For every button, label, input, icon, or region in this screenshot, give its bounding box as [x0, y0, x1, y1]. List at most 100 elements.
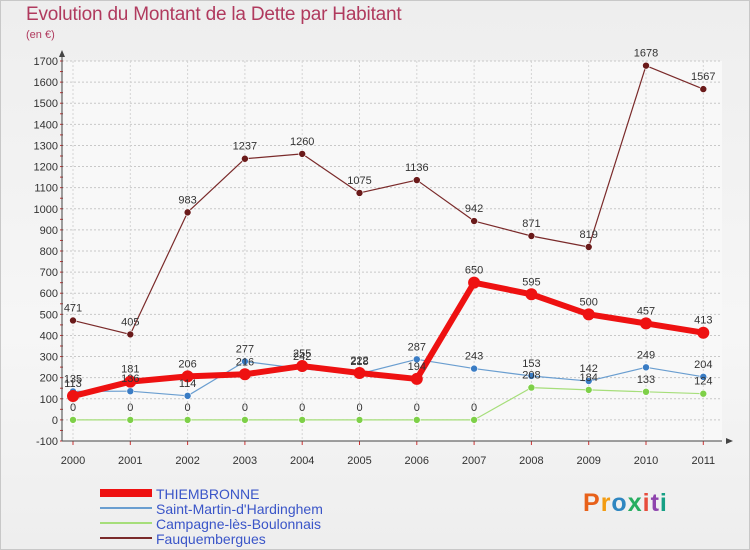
data-point-thiembronne: [640, 317, 652, 330]
data-point-fauquembergues: [642, 61, 650, 70]
x-axis-arrow: [726, 438, 733, 444]
data-label-thiembronne: 216: [236, 356, 254, 368]
data-label-saint-martin-d-hardinghem: 135: [64, 373, 82, 385]
data-point-saint-martin-d-hardinghem: [412, 355, 421, 364]
data-point-thiembronne: [124, 375, 137, 388]
data-label-campagne-l-s-boulonnais: 184: [580, 372, 598, 384]
y-tick-label: 1500: [34, 98, 58, 110]
legend-label: Fauquembergues: [156, 531, 266, 547]
data-point-thiembronne: [697, 326, 710, 339]
logo-letter: r: [600, 489, 612, 517]
data-point-saint-martin-d-hardinghem: [584, 377, 593, 385]
data-label-fauquembergues: 1075: [347, 175, 371, 187]
data-label-thiembronne: 181: [121, 364, 139, 376]
data-point-saint-martin-d-hardinghem: [241, 357, 249, 366]
data-label-thiembronne: 595: [522, 276, 540, 288]
chart-title: Evolution du Montant de la Dette par Hab…: [26, 4, 402, 25]
data-label-campagne-l-s-boulonnais: 124: [694, 376, 712, 388]
data-label-fauquembergues: 471: [64, 302, 82, 314]
y-tick-label: 700: [40, 267, 58, 279]
y-tick-label: 1100: [34, 183, 58, 195]
data-point-campagne-l-s-boulonnais: [470, 416, 478, 424]
legend-swatch: [100, 507, 152, 509]
y-tick-label: 1400: [34, 119, 58, 131]
data-point-thiembronne: [525, 288, 538, 301]
data-label-thiembronne: 194: [408, 361, 426, 373]
data-point-fauquembergues: [69, 316, 77, 325]
data-label-saint-martin-d-hardinghem: 153: [522, 358, 540, 370]
y-tick-label: 0: [52, 415, 58, 427]
x-tick-label: 2001: [118, 455, 142, 467]
data-point-campagne-l-s-boulonnais: [298, 416, 307, 424]
legend-swatch: [100, 537, 152, 539]
x-tick-label: 2004: [290, 455, 314, 467]
logo-letter: x: [627, 489, 643, 517]
data-point-saint-martin-d-hardinghem: [126, 387, 135, 395]
x-tick-label: 2000: [61, 455, 85, 467]
data-label-thiembronne: 206: [178, 358, 196, 370]
data-point-fauquembergues: [126, 330, 135, 339]
chart-unit: (en €): [26, 29, 55, 41]
y-tick-label: 600: [40, 288, 58, 300]
y-tick-label: 200: [40, 373, 58, 385]
data-point-campagne-l-s-boulonnais: [126, 416, 135, 424]
data-label-fauquembergues: 942: [465, 203, 483, 215]
legend-swatch: [100, 522, 152, 524]
data-label-saint-martin-d-hardinghem: 243: [465, 351, 483, 363]
series-line-thiembronne: [72, 279, 704, 399]
series-line-saint-martin-d-hardinghem: [72, 358, 704, 397]
series-line-campagne-l-s-boulonnais: [73, 386, 704, 421]
x-tick-label: 2006: [405, 455, 429, 467]
x-tick-label: 2010: [634, 455, 658, 467]
logo-letter: o: [611, 489, 628, 517]
data-label-fauquembergues: 1237: [233, 141, 257, 153]
data-point-fauquembergues: [699, 85, 708, 93]
y-tick-label: 900: [40, 225, 58, 237]
data-point-thiembronne: [181, 370, 194, 383]
proxiti-logo: Proxiti: [583, 489, 668, 518]
y-tick-label: 1000: [34, 204, 58, 216]
data-label-campagne-l-s-boulonnais: 133: [637, 374, 655, 386]
y-tick-label: 300: [40, 352, 58, 364]
data-label-saint-martin-d-hardinghem: 218: [350, 356, 368, 368]
data-point-campagne-l-s-boulonnais: [412, 416, 421, 424]
data-label-campagne-l-s-boulonnais: 0: [356, 402, 362, 414]
data-label-saint-martin-d-hardinghem: 204: [694, 359, 712, 371]
data-point-campagne-l-s-boulonnais: [584, 386, 593, 394]
logo-letter: i: [659, 489, 668, 517]
data-point-thiembronne: [582, 308, 595, 321]
data-label-fauquembergues: 1136: [405, 162, 429, 174]
data-point-fauquembergues: [241, 154, 249, 163]
data-label-fauquembergues: 983: [178, 194, 196, 206]
data-point-fauquembergues: [412, 176, 421, 184]
data-label-fauquembergues: 819: [580, 229, 598, 241]
data-label-campagne-l-s-boulonnais: 0: [70, 402, 76, 414]
data-label-thiembronne: 500: [580, 296, 598, 308]
data-label-campagne-l-s-boulonnais: 0: [471, 402, 477, 414]
data-point-saint-martin-d-hardinghem: [527, 372, 536, 380]
data-label-thiembronne: 113: [64, 378, 82, 390]
data-point-fauquembergues: [470, 217, 478, 225]
data-label-saint-martin-d-hardinghem: 249: [637, 349, 655, 361]
data-point-campagne-l-s-boulonnais: [527, 383, 536, 392]
legend-label: THIEMBRONNE: [156, 486, 260, 502]
data-point-saint-martin-d-hardinghem: [470, 364, 478, 373]
legend-label: Saint-Martin-d'Hardinghem: [156, 501, 323, 517]
x-tick-label: 2007: [462, 455, 486, 467]
data-label-fauquembergues: 1260: [290, 136, 314, 148]
data-point-campagne-l-s-boulonnais: [355, 416, 364, 424]
data-label-campagne-l-s-boulonnais: 0: [185, 402, 191, 414]
data-label-saint-martin-d-hardinghem: 114: [179, 378, 197, 390]
data-point-thiembronne: [468, 276, 481, 289]
data-label-fauquembergues: 405: [121, 316, 139, 328]
data-label-campagne-l-s-boulonnais: 0: [299, 402, 305, 414]
y-axis-arrow: [59, 50, 65, 57]
data-label-campagne-l-s-boulonnais: 208: [522, 370, 540, 382]
data-point-thiembronne: [296, 360, 309, 373]
data-label-saint-martin-d-hardinghem: 277: [236, 343, 254, 355]
legend-swatch: [100, 489, 152, 497]
data-point-campagne-l-s-boulonnais: [69, 416, 77, 424]
data-label-thiembronne: 222: [350, 355, 368, 367]
data-label-thiembronne: 650: [465, 265, 483, 277]
data-point-saint-martin-d-hardinghem: [642, 363, 650, 372]
